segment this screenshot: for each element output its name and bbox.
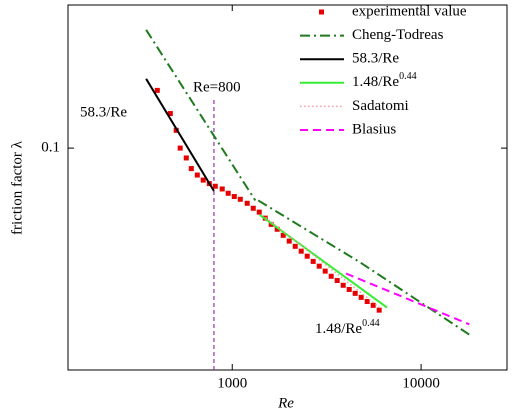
data-point	[334, 278, 340, 284]
data-point	[304, 253, 310, 259]
series-line	[145, 29, 471, 337]
x-tick-label: 10000	[402, 375, 440, 391]
data-point	[370, 302, 376, 308]
legend-label: Blasius	[352, 121, 396, 137]
data-point	[280, 232, 286, 238]
legend-label: Cheng-Todreas	[352, 27, 444, 43]
data-point	[237, 196, 243, 202]
series-line	[145, 78, 215, 192]
data-point	[250, 205, 256, 211]
plot-frame	[67, 4, 508, 371]
legend-label: Sadatomi	[352, 98, 409, 114]
y-tick-label: 0.1	[41, 140, 60, 156]
data-point	[358, 294, 364, 300]
x-tick-label: 1000	[217, 375, 247, 391]
data-point	[298, 248, 304, 254]
annotation: Re=800	[193, 79, 241, 95]
legend-symbol	[319, 9, 324, 15]
data-point	[177, 145, 183, 151]
data-point	[231, 194, 237, 200]
data-point	[364, 299, 370, 305]
legend-label: experimental value	[352, 3, 467, 19]
annotation: 58.3/Re	[80, 104, 127, 120]
series-line	[265, 216, 380, 308]
annotation: 1.48/Re0.44	[315, 318, 380, 337]
data-point	[188, 166, 194, 172]
data-point	[200, 177, 206, 183]
data-point	[292, 243, 298, 249]
data-point	[256, 209, 262, 215]
data-point	[183, 155, 189, 161]
data-point	[316, 263, 322, 269]
y-axis-label: friction factor λ	[9, 140, 25, 235]
data-point	[219, 186, 225, 192]
data-point	[310, 258, 316, 264]
data-point	[322, 268, 328, 274]
data-point	[346, 286, 352, 292]
legend-label: 1.48/Re0.44	[352, 71, 417, 90]
data-point	[167, 111, 173, 117]
data-point	[194, 172, 200, 178]
data-point	[286, 238, 292, 244]
data-point	[376, 307, 382, 313]
data-point	[274, 226, 280, 232]
data-point	[225, 190, 231, 196]
data-point	[328, 273, 334, 279]
data-point	[352, 290, 358, 296]
data-point	[244, 200, 250, 206]
data-point	[340, 282, 346, 288]
data-point	[212, 183, 218, 189]
series-line	[345, 272, 470, 326]
legend-label: 58.3/Re	[352, 51, 399, 67]
x-axis-label: Re	[277, 395, 294, 411]
data-point	[154, 87, 160, 93]
series-line	[259, 214, 388, 309]
